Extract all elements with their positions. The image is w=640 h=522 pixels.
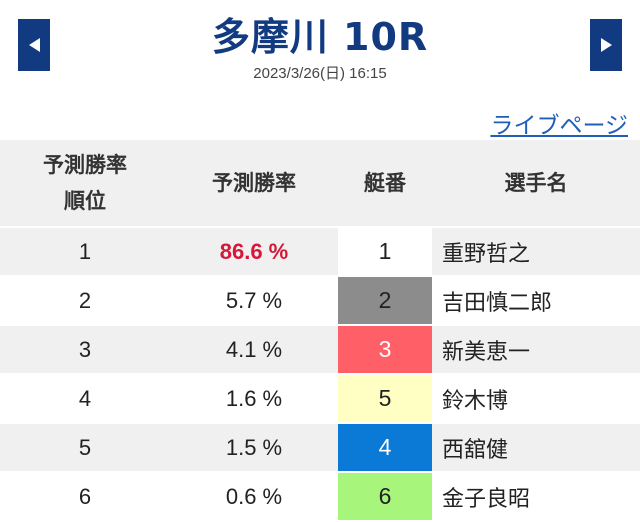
- prev-race-button[interactable]: [18, 19, 50, 71]
- rank-cell: 5: [0, 424, 170, 473]
- header-probability: 予測勝率: [170, 140, 338, 228]
- racer-name-cell: 金子良昭: [432, 473, 640, 522]
- table-header-row: 予測勝率 順位 予測勝率 艇番 選手名: [0, 140, 640, 228]
- boat-number-cell: 6: [338, 473, 432, 522]
- live-page-link[interactable]: ライブページ: [490, 113, 628, 139]
- page-title: 多摩川 10R: [211, 15, 429, 59]
- racer-name-cell: 鈴木博: [432, 375, 640, 424]
- rank-cell: 4: [0, 375, 170, 424]
- header-racer: 選手名: [432, 140, 640, 228]
- probability-cell: 4.1 %: [170, 326, 338, 375]
- rank-cell: 3: [0, 326, 170, 375]
- header-rank-line2: 順位: [64, 189, 106, 213]
- rank-cell: 1: [0, 228, 170, 277]
- rank-cell: 6: [0, 473, 170, 522]
- race-datetime: 2023/3/26(日) 16:15: [253, 65, 387, 82]
- triangle-left-icon: [28, 38, 40, 52]
- probability-cell: 5.7 %: [170, 277, 338, 326]
- table-row: 3 4.1 % 3 新美恵一: [0, 326, 640, 375]
- probability-cell: 1.5 %: [170, 424, 338, 473]
- probability-cell: 86.6 %: [170, 228, 338, 277]
- boat-number-cell: 1: [338, 228, 432, 277]
- table-row: 2 5.7 % 2 吉田慎二郎: [0, 277, 640, 326]
- header-boat: 艇番: [338, 140, 432, 228]
- table-row: 4 1.6 % 5 鈴木博: [0, 375, 640, 424]
- racer-name-cell: 新美恵一: [432, 326, 640, 375]
- boat-number-cell: 2: [338, 277, 432, 326]
- racer-name-cell: 重野哲之: [432, 228, 640, 277]
- boat-number-cell: 3: [338, 326, 432, 375]
- probability-cell: 1.6 %: [170, 375, 338, 424]
- header-rank-line1: 予測勝率: [43, 153, 127, 177]
- racer-name-cell: 西舘健: [432, 424, 640, 473]
- table-row: 5 1.5 % 4 西舘健: [0, 424, 640, 473]
- table-row: 6 0.6 % 6 金子良昭: [0, 473, 640, 522]
- racer-name-cell: 吉田慎二郎: [432, 277, 640, 326]
- boat-number-cell: 5: [338, 375, 432, 424]
- probability-cell: 0.6 %: [170, 473, 338, 522]
- triangle-right-icon: [600, 38, 612, 52]
- table-row: 1 86.6 % 1 重野哲之: [0, 228, 640, 277]
- next-race-button[interactable]: [590, 19, 622, 71]
- header-rank: 予測勝率 順位: [0, 140, 170, 228]
- boat-number-cell: 4: [338, 424, 432, 473]
- prediction-table: 予測勝率 順位 予測勝率 艇番 選手名 1 86.6 % 1 重野哲之 2 5.7 % 2 吉…: [0, 140, 640, 522]
- rank-cell: 2: [0, 277, 170, 326]
- top-probability-value: 86.6 %: [219, 238, 289, 264]
